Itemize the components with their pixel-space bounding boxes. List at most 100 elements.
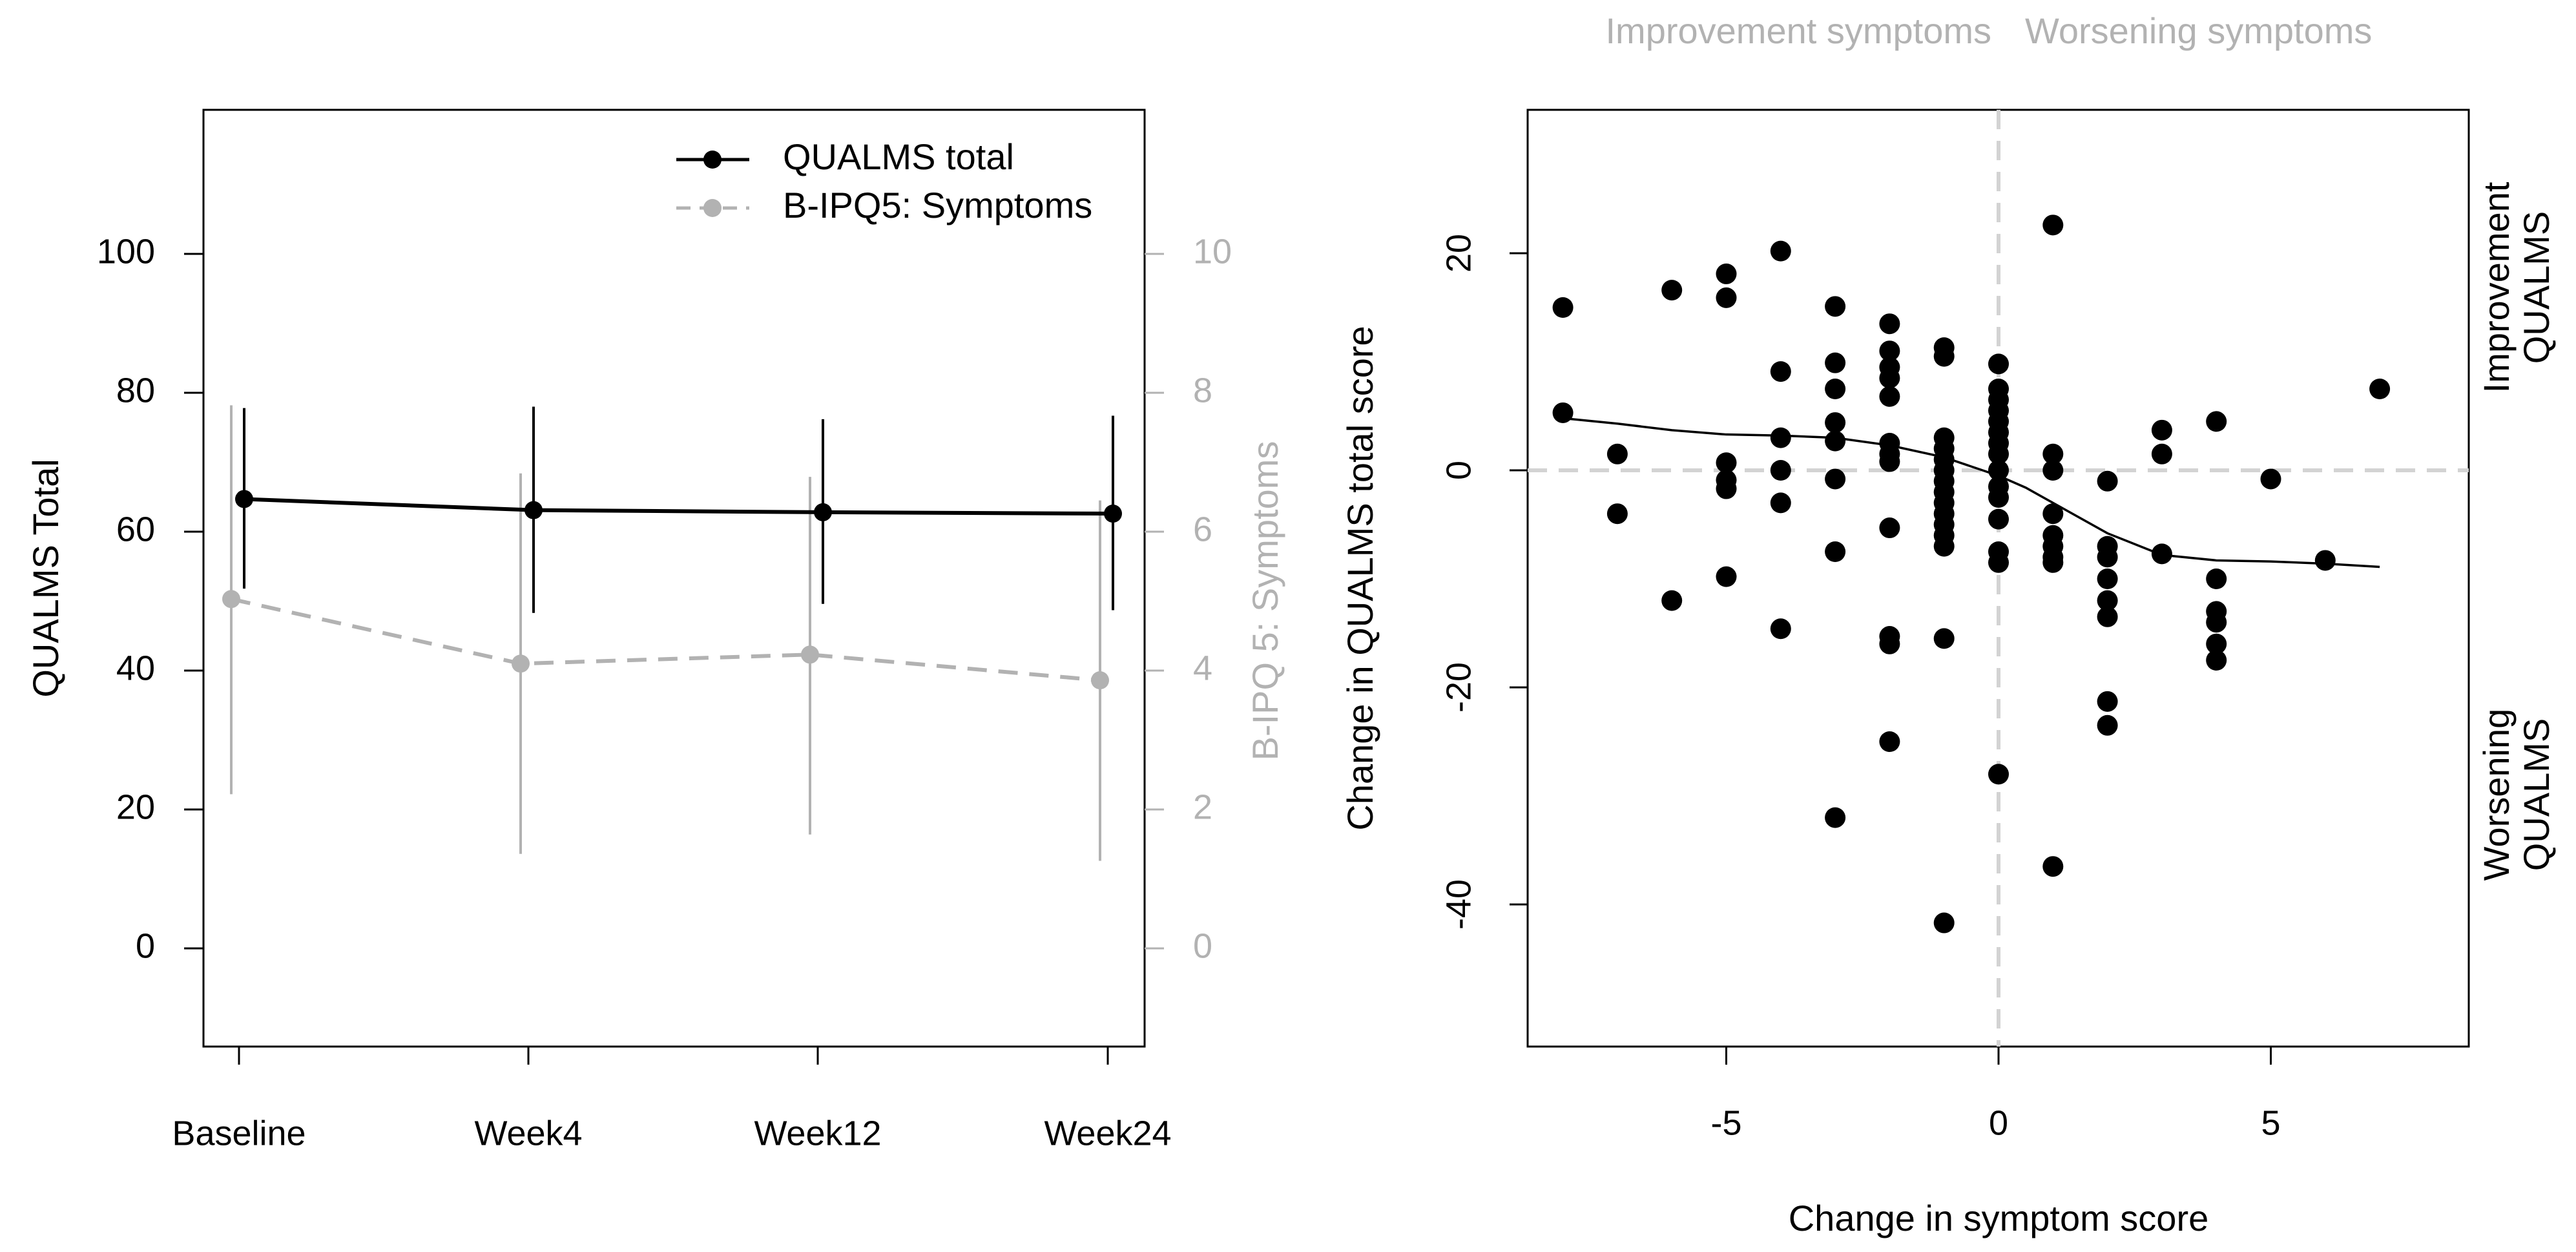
scatter-point <box>1716 263 1737 284</box>
scatter-point <box>1770 427 1791 448</box>
y-tick-label: 60 <box>116 510 155 548</box>
scatter-point <box>1825 807 1846 828</box>
y-tick-label: 20 <box>1439 234 1478 273</box>
scatter-point <box>2042 552 2064 573</box>
scatter-point <box>1770 618 1791 640</box>
scatter-point <box>1825 468 1846 490</box>
scatter-point <box>2042 856 2064 877</box>
scatter-point <box>2042 503 2064 525</box>
y-tick-label: -20 <box>1439 662 1478 713</box>
scatter-point <box>1552 402 1574 423</box>
scatter-point <box>1716 566 1737 587</box>
x-tick-label: Week24 <box>1044 1114 1171 1153</box>
scatter-point <box>2097 590 2118 611</box>
x-tick-label: 5 <box>2261 1103 2280 1142</box>
annotation-line: Improvement <box>2476 182 2517 393</box>
scatter-point <box>1825 412 1846 433</box>
scatter-point <box>1879 633 1900 654</box>
scatter-point <box>1879 517 1900 539</box>
smoother-line <box>1563 417 2380 569</box>
scatter-point <box>2097 470 2118 492</box>
scatter-point <box>1988 508 2009 530</box>
legend-marker <box>703 199 722 217</box>
scatter-point <box>2314 550 2336 571</box>
scatter-point <box>1988 764 2009 785</box>
y-axis-title: QUALMS Total <box>25 459 66 697</box>
scatter-point <box>2369 379 2391 399</box>
y-tick-label: 80 <box>116 371 155 410</box>
legend-label: QUALMS total <box>783 136 1014 177</box>
y-tick-label: 40 <box>116 649 155 687</box>
y-tick-label: 20 <box>116 788 155 826</box>
scatter-point <box>1606 443 1628 464</box>
scatter-point <box>2151 419 2172 441</box>
scatter-point <box>1770 361 1791 382</box>
scatter-point <box>1933 912 1955 934</box>
y-tick-label: 100 <box>97 232 155 271</box>
plot-frame <box>202 109 1146 1048</box>
x-axis-title: Change in symptom score <box>1789 1198 2209 1238</box>
annotation-line: QUALMS <box>2516 718 2557 871</box>
scatter-point <box>2042 443 2064 464</box>
right-chart-panel: -5 0 5 -40 -20 0 20 Change in symptom score Chan… <box>1340 10 2557 1238</box>
annotation-line: Worsening <box>2476 709 2517 881</box>
scatter-point <box>2097 715 2118 736</box>
scatter-point <box>1661 280 1683 301</box>
scatter-point <box>2206 569 2227 589</box>
y-tick-label: 0 <box>136 926 155 965</box>
scatter-point <box>1879 340 1900 362</box>
annotation-line: QUALMS <box>2516 211 2557 364</box>
y2-tick-label: 10 <box>1193 232 1232 271</box>
y2-tick-label: 6 <box>1193 510 1212 548</box>
scatter-point <box>2260 468 2281 490</box>
scatter-point <box>2042 214 2064 236</box>
x-tick-label: 0 <box>1989 1103 2008 1142</box>
scatter-point <box>1879 451 1900 472</box>
legend-label: B-IPQ5: Symptoms <box>783 185 1092 225</box>
scatter-point <box>1879 313 1900 335</box>
data-point-symptoms <box>512 654 530 673</box>
x-tick-label: Week4 <box>474 1114 582 1153</box>
scatter-point <box>1825 541 1846 562</box>
scatter-point <box>1770 492 1791 514</box>
scatter-point <box>1716 452 1737 474</box>
data-point-qualms <box>1104 505 1122 523</box>
scatter-point <box>2151 443 2172 464</box>
y-axis-title: Change in QUALMS total score <box>1340 326 1380 830</box>
scatter-point <box>1933 346 1955 367</box>
scatter-point <box>1988 552 2009 573</box>
scatter-point <box>1825 379 1846 399</box>
scatter-point <box>1661 590 1683 611</box>
data-point-qualms <box>525 501 543 519</box>
y-tick-label: -40 <box>1439 879 1478 930</box>
scatter-point <box>1716 287 1737 308</box>
scatter-point <box>1933 628 1955 649</box>
scatter-point <box>1933 536 1955 557</box>
y2-tick-label: 4 <box>1193 649 1212 687</box>
scatter-point <box>1825 352 1846 373</box>
scatter-point <box>2206 650 2227 671</box>
annotation-worsening-qualms: WorseningQUALMS <box>2476 709 2557 881</box>
data-point-symptoms <box>222 590 240 609</box>
scatter-point <box>1606 503 1628 525</box>
scatter-point <box>2206 612 2227 633</box>
scatter-point <box>2097 606 2118 627</box>
annotation-improvement-symptoms: Improvement symptoms <box>1606 10 1992 51</box>
y-tick-label: 0 <box>1439 461 1478 480</box>
data-point-symptoms <box>1091 671 1109 690</box>
scatter-point <box>2206 633 2227 654</box>
annotation-improvement-qualms: ImprovementQUALMS <box>2476 182 2557 393</box>
y2-tick-label: 8 <box>1193 371 1212 410</box>
series-line-qualms <box>244 497 1114 516</box>
scatter-point <box>1825 430 1846 452</box>
data-point-qualms <box>814 503 832 521</box>
scatter-point <box>2151 543 2172 565</box>
scatter-point <box>1988 460 2009 481</box>
scatter-point <box>2042 460 2064 481</box>
left-chart-panel: 0 20 40 60 80 100 0 2 4 6 8 10 Baseline Week4 Week12 We… <box>25 109 1285 1153</box>
series-line-symptoms <box>231 597 1101 683</box>
scatter-point <box>1988 443 2009 464</box>
y2-axis-title: B-IPQ 5: Symptoms <box>1245 441 1285 761</box>
x-tick-label: Week12 <box>754 1114 881 1153</box>
